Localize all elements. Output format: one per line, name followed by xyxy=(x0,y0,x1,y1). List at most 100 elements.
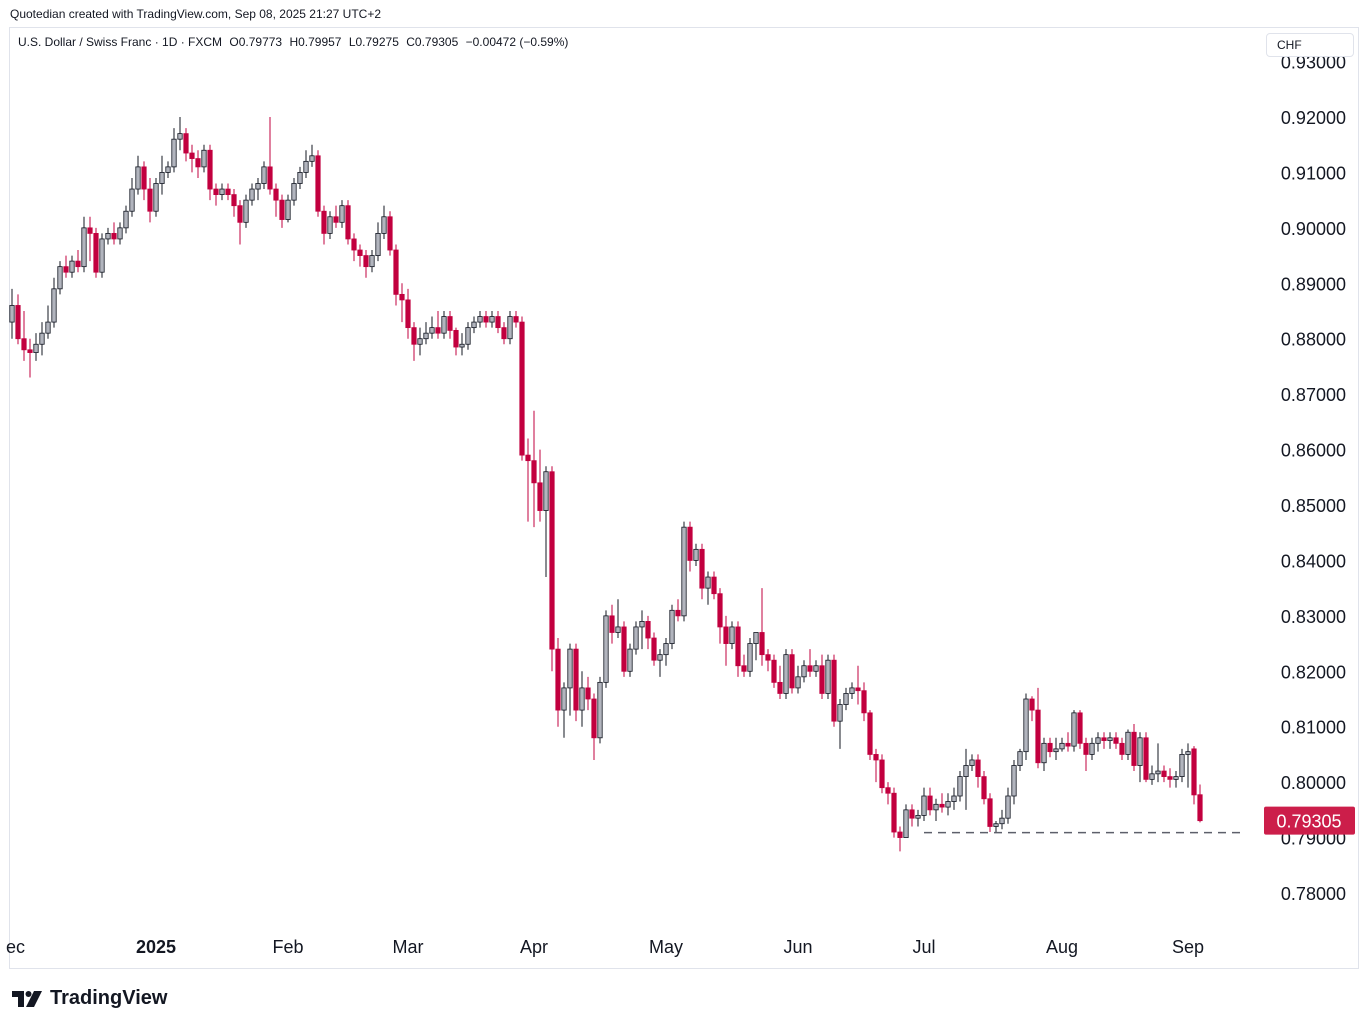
candle-body xyxy=(1167,776,1173,780)
candle-body xyxy=(417,338,423,345)
candle-body xyxy=(315,155,321,212)
candle-body xyxy=(681,526,687,617)
candle-body xyxy=(345,205,351,240)
candle-series xyxy=(9,117,1203,852)
symbol-name[interactable]: U.S. Dollar / Swiss Franc · 1D · FXCM xyxy=(18,35,223,49)
candle xyxy=(735,621,741,677)
tradingview-logo[interactable]: TradingView xyxy=(12,987,167,1010)
candle xyxy=(591,693,597,760)
candle-body xyxy=(483,316,489,323)
candle xyxy=(345,200,351,245)
candle xyxy=(891,787,897,838)
candle xyxy=(483,311,489,328)
candle-body xyxy=(1065,742,1071,747)
candle xyxy=(909,804,915,827)
candle xyxy=(417,327,423,356)
candle-body xyxy=(837,704,843,722)
candle xyxy=(189,144,195,173)
candle xyxy=(249,183,255,206)
candle xyxy=(291,177,297,206)
candle-body xyxy=(447,316,453,331)
candle xyxy=(315,150,321,217)
candle xyxy=(1107,732,1113,749)
candle-body xyxy=(981,776,987,800)
candle xyxy=(867,710,873,760)
candle-body xyxy=(213,188,219,196)
candle xyxy=(849,682,855,699)
price-tick-label: 0.87000 xyxy=(1281,385,1346,405)
candle-body xyxy=(1005,795,1011,819)
candle-body xyxy=(93,232,99,273)
ohlc-high: H0.79957 xyxy=(289,35,342,49)
chart-caption: Quotedian created with TradingView.com, … xyxy=(10,7,382,21)
candle-body xyxy=(27,349,33,353)
candle-body xyxy=(1071,712,1077,747)
price-tick-label: 0.90000 xyxy=(1281,219,1346,239)
candle-body xyxy=(405,299,411,329)
price-tick-label: 0.84000 xyxy=(1281,551,1346,571)
candle xyxy=(963,748,969,810)
candle-body xyxy=(831,659,837,722)
candle-body xyxy=(711,576,717,595)
candle xyxy=(639,610,645,650)
candle-body xyxy=(1131,731,1137,766)
candle-body xyxy=(1041,742,1047,764)
candle-body xyxy=(123,210,129,229)
candle xyxy=(723,615,729,666)
candle xyxy=(819,654,825,699)
candle xyxy=(501,322,507,345)
candle-body xyxy=(21,338,27,351)
candle xyxy=(981,771,987,805)
candle xyxy=(939,793,945,813)
candle xyxy=(525,438,531,522)
candle-body xyxy=(939,803,945,808)
candle-body xyxy=(207,149,213,190)
candle xyxy=(471,316,477,334)
candle-body xyxy=(159,172,165,184)
candle-body xyxy=(459,343,465,348)
candle-body xyxy=(687,526,693,561)
candle-body xyxy=(1137,737,1143,766)
candle xyxy=(237,200,243,245)
candle xyxy=(855,665,861,705)
candle-body xyxy=(657,654,663,661)
time-tick-label: 2025 xyxy=(136,937,176,957)
candle xyxy=(741,654,747,677)
candle xyxy=(9,288,15,339)
candle xyxy=(1143,732,1149,783)
candle xyxy=(81,216,87,273)
candle-body xyxy=(57,266,63,290)
candle-body xyxy=(807,665,813,672)
candle-body xyxy=(765,654,771,661)
symbol-legend[interactable]: U.S. Dollar / Swiss Franc · 1D · FXCM O0… xyxy=(18,35,568,49)
candle-body xyxy=(1107,737,1113,741)
time-tick-label: Jul xyxy=(912,937,935,957)
candle-body xyxy=(231,194,237,207)
candle-body xyxy=(1149,773,1155,780)
price-axis[interactable]: 0.93000 0.92000 0.91000 0.90000 0.89000 0.880… xyxy=(1281,53,1346,904)
candle xyxy=(255,177,261,201)
candle-body xyxy=(1023,698,1029,753)
candle xyxy=(753,632,759,661)
candle xyxy=(885,782,891,805)
candle-body xyxy=(849,687,855,694)
candle-body xyxy=(507,316,513,340)
candle xyxy=(1035,687,1041,769)
candle xyxy=(1047,737,1053,758)
candle-body xyxy=(1113,737,1119,744)
candle xyxy=(1167,768,1173,788)
candle-body xyxy=(15,305,21,340)
candle xyxy=(627,643,633,677)
candle-body xyxy=(495,316,501,329)
currency-selector[interactable]: CHF xyxy=(1266,33,1354,57)
candle-body xyxy=(147,188,153,212)
candle-body xyxy=(39,332,45,345)
time-axis[interactable]: ec 2025 Feb Mar Apr May Jun Jul Aug Sep xyxy=(6,937,1204,957)
candle-body xyxy=(537,482,543,511)
candle xyxy=(477,311,483,328)
candle-body xyxy=(135,166,141,190)
candle xyxy=(309,144,315,167)
candle-body xyxy=(735,626,741,667)
candle xyxy=(423,322,429,345)
